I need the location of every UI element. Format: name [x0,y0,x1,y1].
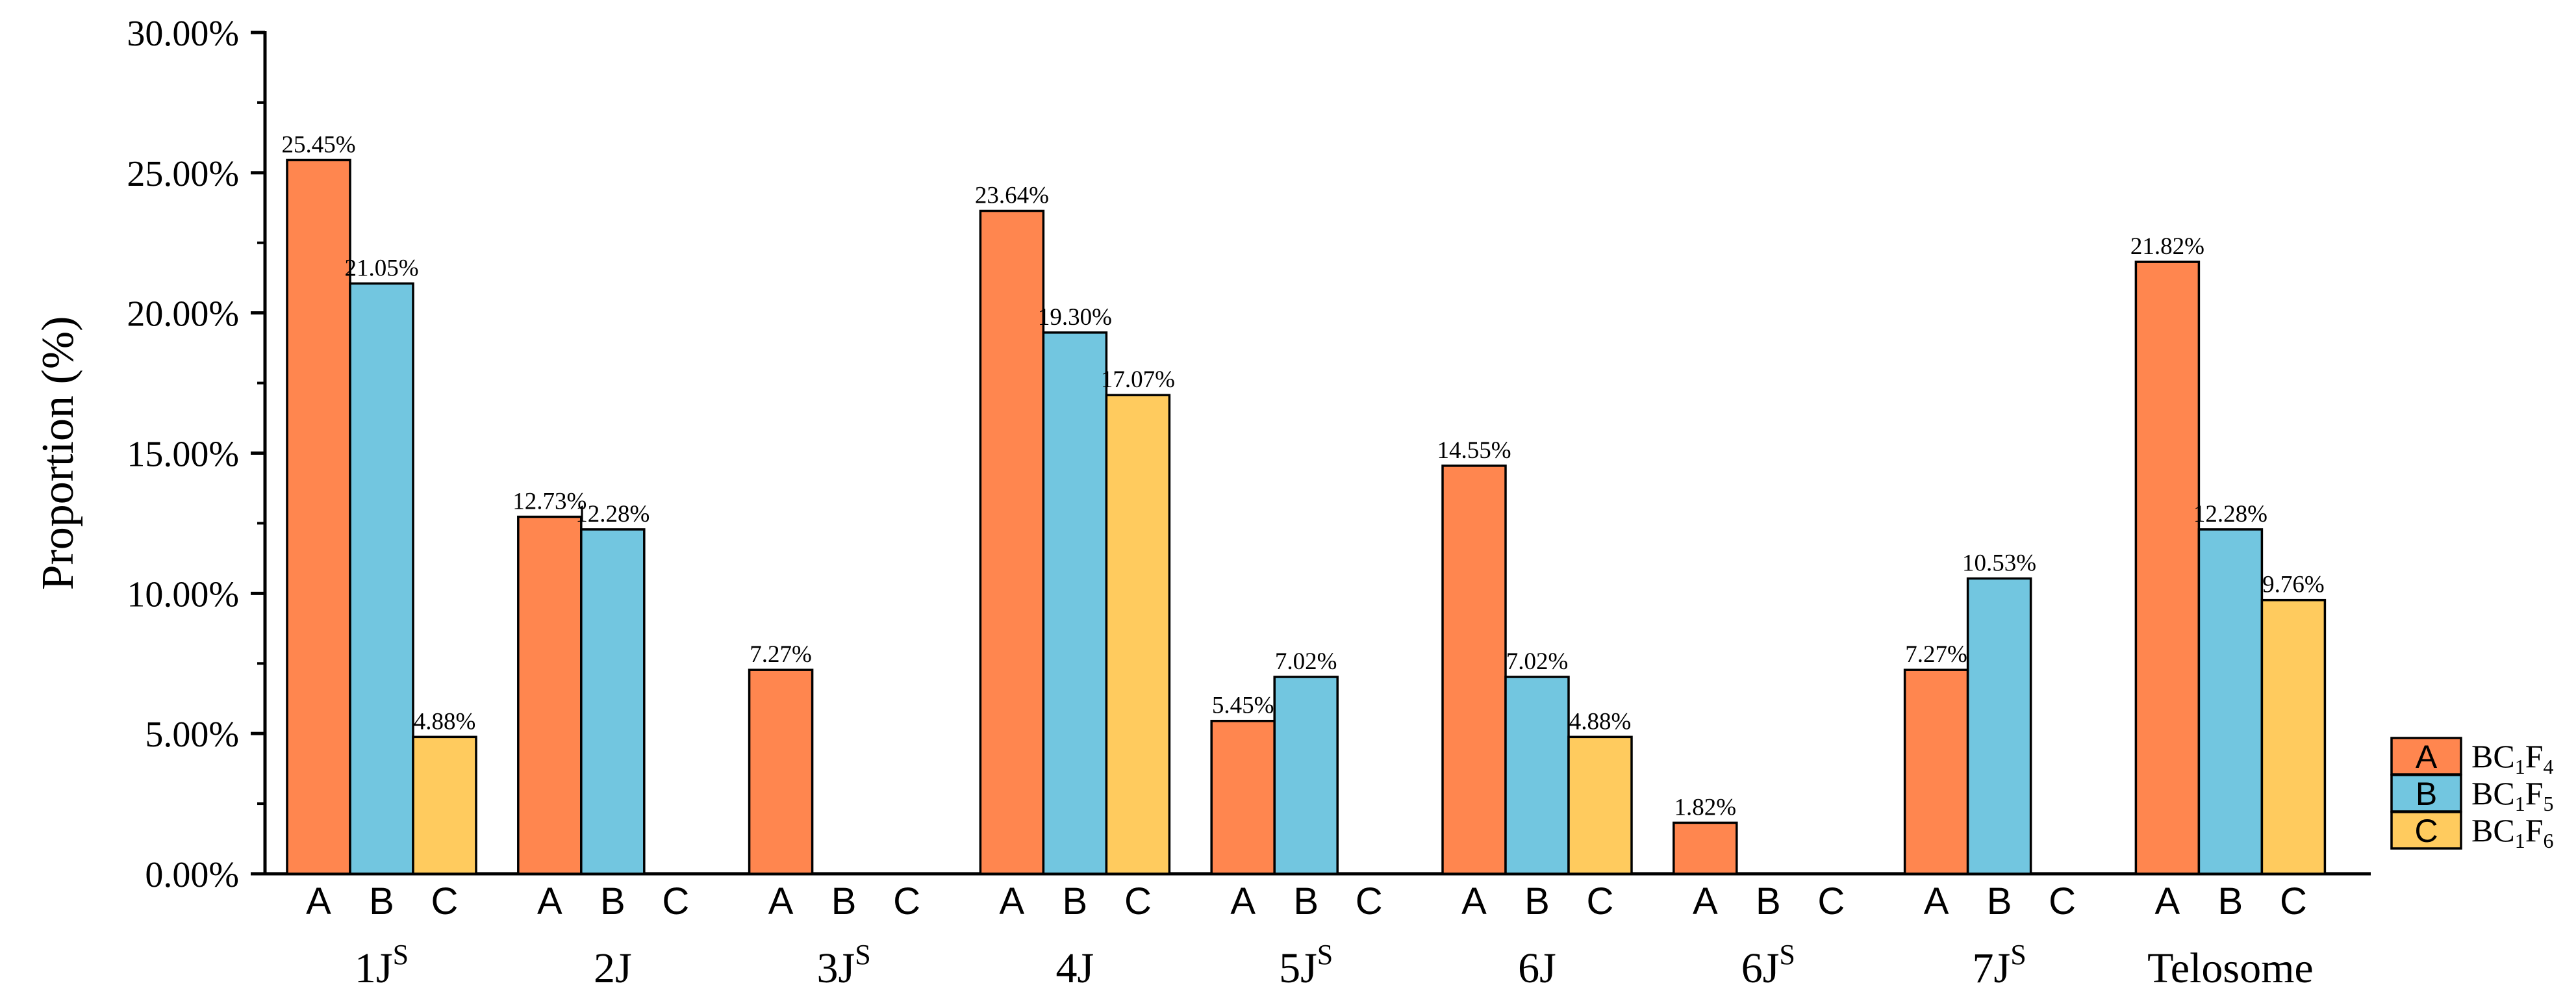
data-label: 1.82% [1674,794,1737,821]
legend-label: BC1F5 [2471,775,2554,815]
value-labels: 25.45%21.05%4.88%12.73%12.28%7.27%23.64%… [281,131,2324,821]
legend-swatch-letter: A [2416,739,2438,775]
group-label: 6J [1518,945,1556,992]
data-label: 9.76% [2262,572,2325,598]
legend-swatch [2390,737,2462,776]
y-axis-title: Proportion (%) [33,316,83,591]
bar [580,528,646,875]
bar-letter-label: B [1293,880,1319,922]
data-label: 21.82% [2130,233,2204,260]
data-label: 12.28% [575,501,650,528]
bar [1504,676,1570,875]
data-label: 7.02% [1506,648,1569,675]
bar [1105,394,1171,875]
bar [286,159,351,875]
legend-swatch [2390,811,2462,850]
data-label: 23.64% [975,183,1049,209]
bar-letter-label: B [369,880,394,922]
group-label: 2J [594,945,632,992]
bar [1673,821,1738,875]
bar [1210,719,1276,875]
bar [2197,528,2264,875]
y-tick-label: 5.00% [145,715,239,755]
data-label: 17.07% [1101,366,1175,393]
data-label: 14.55% [1437,437,1511,464]
bar [1273,676,1339,875]
bar-letter-label: B [1524,880,1550,922]
bar-letter-label: C [1817,880,1845,922]
bar-letter-label: C [2280,880,2307,922]
bar-letter-label: B [600,880,625,922]
bar [1903,668,1969,875]
bar-letter-label: B [1756,880,1781,922]
bar-letter-label: C [1356,880,1383,922]
bar-letter-label: B [831,880,857,922]
group-label: Telosome [2147,945,2314,992]
bar [349,282,414,875]
bars [286,159,2327,875]
data-label: 21.05% [344,255,418,281]
bar-letter-label: C [893,880,920,922]
bar-letter-label: B [2218,880,2243,922]
data-label: 7.27% [1905,641,1967,668]
bar [412,735,477,875]
y-tick-label: 10.00% [127,574,239,615]
legend-swatch-letter: B [2416,776,2437,812]
data-label: 10.53% [1962,550,2036,576]
legend: A BC1F4 B BC1F5 C BC1F6 [2390,737,2554,852]
group-label: 4J [1056,945,1094,992]
data-label: 7.27% [750,641,812,668]
legend-swatch [2390,774,2462,813]
bar-letter-label: C [662,880,689,922]
data-label: 5.45% [1212,693,1274,719]
bar-letter-label: A [537,880,562,922]
legend-label: BC1F6 [2471,812,2554,852]
bar [1441,464,1507,875]
bar [2134,261,2201,875]
bar-letter-label: A [306,880,331,922]
bar [1042,331,1108,875]
group-label: 5JS [1279,939,1333,992]
data-label: 25.45% [281,131,355,158]
bar-letter-label: A [768,880,794,922]
y-tick-label: 0.00% [145,855,239,895]
data-label: 4.88% [414,708,476,735]
bar [748,668,814,875]
group-label: 1JS [355,939,409,992]
bar [517,515,583,875]
data-label: 12.73% [512,488,587,515]
bar-letter-label: B [1063,880,1088,922]
group-label: 3JS [817,939,871,992]
y-tick-label: 30.00% [127,14,239,54]
data-label: 12.28% [2193,501,2267,528]
legend-swatch-letter: C [2414,813,2438,849]
data-label: 19.30% [1038,304,1112,331]
bar [2260,598,2327,875]
y-tick-label: 25.00% [127,154,239,194]
bar-letter-label: C [431,880,459,922]
bar-letter-label: C [1124,880,1152,922]
legend-label: BC1F4 [2471,738,2554,778]
bar [1567,735,1633,875]
bar-letter-label: A [1230,880,1256,922]
bar-letter-label: C [1587,880,1614,922]
y-tick-label: 20.00% [127,294,239,335]
bar-letter-label: C [2049,880,2076,922]
y-axis: 0.00% 5.00% 10.00% 15.00% 20.00% 25.00% 30.00%… [33,14,267,895]
bar-letter-label: A [1693,880,1718,922]
group-label: 7JS [1973,939,2027,992]
bar-letter-label: A [2155,880,2180,922]
data-label: 4.88% [1569,708,1632,735]
bar-letter-label: A [1000,880,1025,922]
bar-letter-label: B [1987,880,2012,922]
bar-letter-label: A [1461,880,1487,922]
bar [1966,577,2032,875]
data-label: 7.02% [1275,648,1337,675]
group-label: 6JS [1741,939,1795,992]
bar-letter-label: A [1924,880,1949,922]
y-tick-label: 15.00% [127,435,239,475]
bar [979,209,1045,875]
